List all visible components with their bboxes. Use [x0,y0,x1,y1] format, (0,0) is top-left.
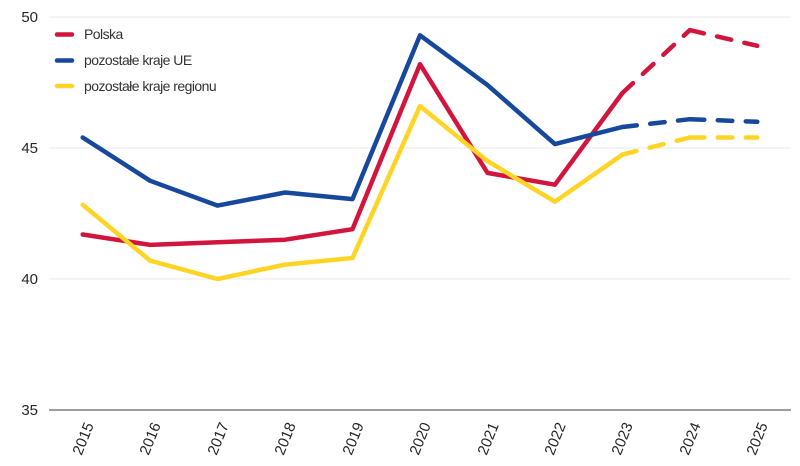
svg-text:pozostałe kraje regionu: pozostałe kraje regionu [84,78,216,94]
svg-text:Polska: Polska [84,26,123,42]
svg-text:45: 45 [21,140,38,157]
svg-text:50: 50 [21,9,38,26]
svg-text:pozostałe kraje UE: pozostałe kraje UE [84,52,192,68]
svg-text:35: 35 [21,402,38,419]
svg-text:40: 40 [21,271,38,288]
